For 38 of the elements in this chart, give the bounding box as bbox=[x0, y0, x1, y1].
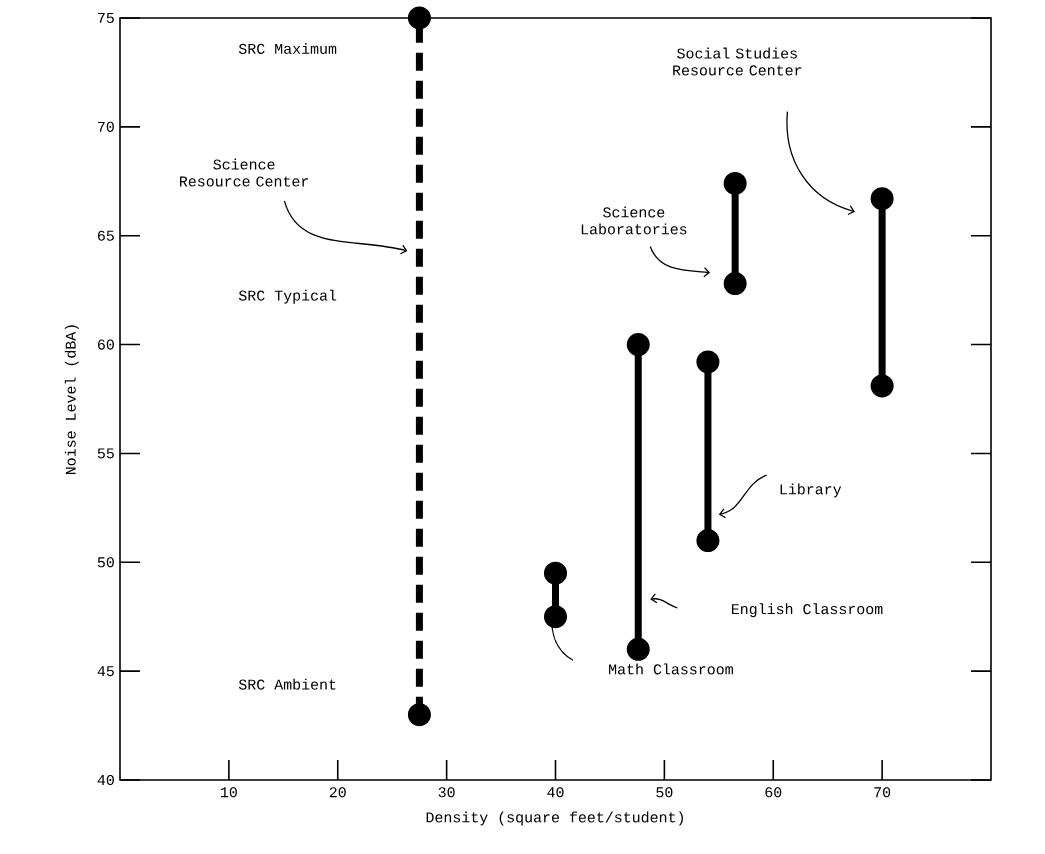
y-axis-title: Noise Level (dBA) bbox=[64, 325, 79, 475]
point bbox=[696, 350, 720, 374]
x-axis-title: Density (square feet/student) bbox=[426, 811, 683, 826]
x-tick-label: 30 bbox=[438, 787, 455, 798]
point bbox=[544, 605, 567, 629]
point bbox=[626, 637, 650, 661]
point bbox=[870, 374, 894, 398]
point bbox=[626, 333, 650, 357]
point bbox=[544, 561, 567, 585]
point bbox=[723, 272, 747, 296]
annotation: Science Resource Center bbox=[180, 158, 309, 187]
annotation: Math Classroom bbox=[609, 663, 733, 675]
x-tick-label: 60 bbox=[765, 787, 782, 798]
y-tick-label: 45 bbox=[97, 666, 114, 677]
point bbox=[723, 171, 747, 195]
annotation: Social Studies Resource Center bbox=[673, 47, 802, 76]
y-tick-label: 65 bbox=[97, 230, 114, 241]
annotation: English Classroom bbox=[731, 603, 883, 618]
y-tick-label: 55 bbox=[97, 448, 114, 459]
annotation: SRC Typical bbox=[238, 289, 337, 304]
x-tick-label: 10 bbox=[220, 787, 237, 798]
y-tick-label: 75 bbox=[98, 13, 114, 23]
point bbox=[696, 529, 720, 553]
point bbox=[407, 6, 431, 30]
x-tick-label: 40 bbox=[547, 787, 564, 798]
x-tick-label: 70 bbox=[874, 787, 891, 798]
annotation: SRC Maximum bbox=[238, 42, 337, 54]
annotation: Library bbox=[780, 483, 842, 498]
y-tick-label: 40 bbox=[97, 774, 114, 786]
y-tick-label: 70 bbox=[98, 121, 114, 132]
y-tick-label: 60 bbox=[97, 339, 114, 350]
point bbox=[407, 703, 431, 727]
annotation: Science Laboratories bbox=[581, 206, 687, 235]
x-tick-label: 50 bbox=[656, 787, 673, 798]
annotation: SRC Ambient bbox=[238, 678, 336, 690]
y-tick-label: 50 bbox=[97, 557, 114, 568]
point bbox=[870, 187, 894, 211]
x-tick-label: 20 bbox=[329, 787, 346, 798]
